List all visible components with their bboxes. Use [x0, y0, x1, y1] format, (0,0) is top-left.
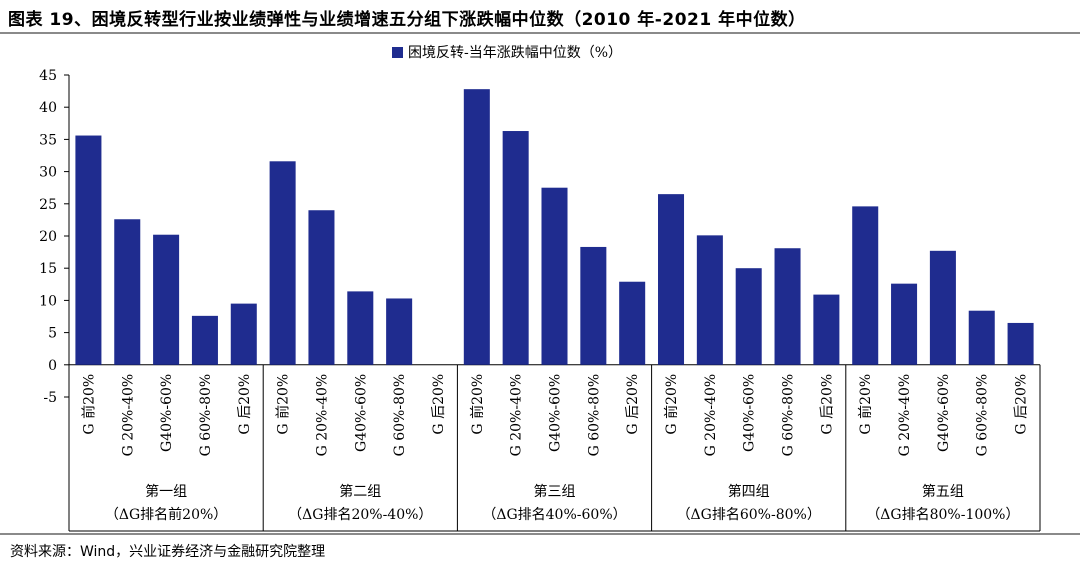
bar [813, 294, 840, 365]
legend-swatch [392, 47, 403, 58]
bar [619, 281, 646, 365]
x-tick-label: G40%-60% [936, 374, 952, 452]
bar [929, 250, 956, 365]
y-tick-label: -5 [43, 390, 57, 406]
bar [114, 219, 141, 365]
group-name: 第五组 [922, 483, 964, 500]
y-tick-label: 40 [39, 100, 57, 116]
x-tick-label: G 20%-40% [120, 374, 136, 457]
group-name: 第四组 [728, 483, 770, 500]
x-tick-label: G40%-60% [548, 374, 564, 452]
bar [347, 291, 374, 365]
x-tick-label: G40%-60% [353, 374, 369, 452]
y-tick-label: 30 [39, 165, 57, 181]
bar [191, 315, 218, 365]
group-subtitle: （ΔG排名60%-80%） [677, 507, 821, 523]
x-tick-label: G 20%-40% [897, 374, 913, 457]
y-tick-label: 45 [39, 68, 57, 84]
bar [230, 303, 257, 365]
group-name: 第三组 [534, 483, 576, 500]
bar [75, 135, 102, 365]
page-title: 图表 19、困境反转型行业按业绩弹性与业绩增速五分组下涨跌幅中位数（2010 年… [8, 10, 806, 30]
group-subtitle: （ΔG排名前20%） [105, 506, 227, 523]
x-tick-label: G 后20% [431, 374, 447, 435]
y-tick-label: 5 [48, 326, 57, 342]
x-tick-label: G 前20% [80, 374, 97, 435]
bar [580, 246, 607, 365]
y-tick-label: 25 [39, 197, 57, 213]
group-name: 第二组 [339, 483, 381, 500]
bar [502, 131, 529, 365]
y-tick-label: 15 [39, 261, 57, 277]
x-tick-label: G 后20% [237, 374, 253, 435]
bar [696, 235, 723, 365]
group-subtitle: （ΔG排名20%-40%） [288, 507, 432, 523]
title-bar: 图表 19、困境反转型行业按业绩弹性与业绩增速五分组下涨跌幅中位数（2010 年… [0, 0, 1080, 34]
bar [968, 310, 995, 365]
x-tick-label: G 后20% [1014, 374, 1030, 435]
x-tick-label: G 前20% [275, 374, 292, 435]
x-tick-label: G 前20% [469, 374, 486, 435]
x-tick-label: G 后20% [625, 374, 641, 435]
group-subtitle: （ΔG排名80%-100%） [866, 507, 1019, 523]
bar [153, 234, 180, 365]
legend-label: 困境反转-当年涨跌幅中位数（%） [408, 45, 622, 61]
y-tick-label: 10 [39, 293, 57, 309]
source-note: 资料来源：Wind，兴业证券经济与金融研究院整理 [10, 544, 326, 560]
x-tick-label: G 60%-80% [975, 374, 991, 457]
x-tick-label: G 60%-80% [586, 374, 602, 457]
group-subtitle: （ΔG排名40%-60%） [482, 507, 626, 523]
group-name: 第一组 [145, 483, 187, 500]
y-tick-label: 0 [48, 358, 57, 374]
x-tick-label: G 20%-40% [703, 374, 719, 457]
x-tick-label: G 20%-40% [314, 374, 330, 457]
x-tick-label: G 后20% [819, 374, 835, 435]
bar [308, 210, 335, 365]
x-tick-label: G 前20% [857, 374, 874, 435]
x-tick-label: G 60%-80% [392, 374, 408, 457]
bar [735, 268, 762, 365]
bar [269, 161, 296, 365]
bar [1007, 322, 1034, 365]
bar [658, 194, 685, 365]
bar [541, 187, 568, 365]
y-tick-label: 35 [39, 132, 57, 148]
x-tick-label: G 20%-40% [509, 374, 525, 457]
bar-chart: -5 0 5 10 15 20 25 30 35 40 45 G 前20% G 20%-40% G40%-… [39, 45, 1041, 532]
x-tick-label: G40%-60% [742, 374, 758, 452]
x-tick-label: G40%-60% [159, 374, 175, 452]
bar [852, 206, 879, 365]
x-tick-label: G 60%-80% [781, 374, 797, 457]
x-tick-label: G 60%-80% [198, 374, 214, 457]
y-tick-label: 20 [39, 229, 57, 245]
bottom-divider [0, 533, 1080, 535]
bar [463, 89, 490, 365]
x-tick-label: G 前20% [663, 374, 680, 435]
bar [774, 248, 801, 365]
bar [386, 298, 413, 365]
bar [891, 283, 918, 365]
